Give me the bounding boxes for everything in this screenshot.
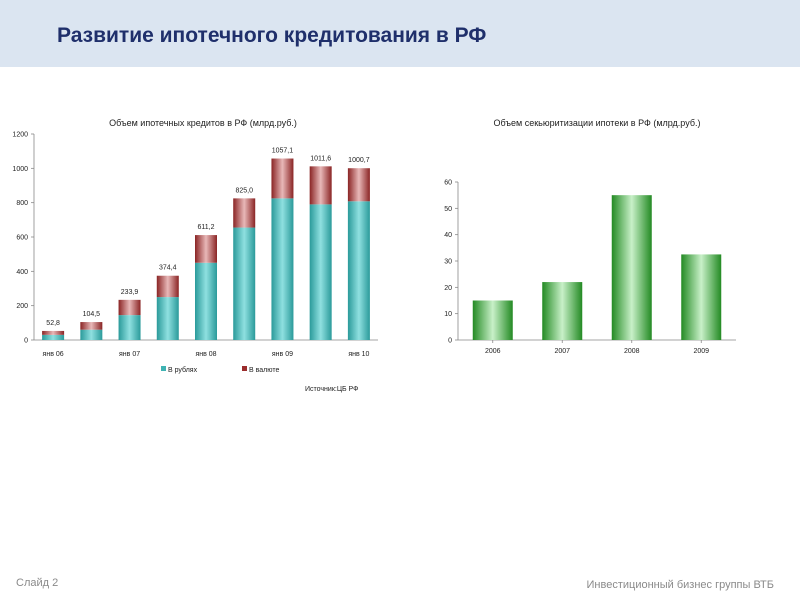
chart1-y-tick-label: 800 — [16, 200, 28, 207]
chart1-y-tick-label: 200 — [16, 303, 28, 310]
bar-fx — [156, 275, 179, 298]
bar-rub — [195, 262, 217, 340]
bar-total-label: 611,2 — [198, 224, 215, 231]
bar-total-label: 104,5 — [83, 311, 101, 318]
bar-rub — [80, 329, 103, 340]
bar-fx — [271, 158, 294, 199]
chart1-legend: В рублях В валюте — [161, 366, 279, 374]
chart1-source: Источник:ЦБ РФ — [305, 386, 358, 393]
mortgage-volume-chart: Объем ипотечных кредитов в РФ (млрд.руб.… — [12, 118, 378, 393]
chart1-y-tick-label: 400 — [16, 269, 28, 276]
chart2-x-tick-label: 2006 — [485, 348, 501, 355]
bar-rub — [156, 297, 179, 340]
bar-fx — [42, 330, 65, 335]
chart1-y-tick-label: 1200 — [12, 132, 28, 139]
bar-rub — [118, 315, 141, 340]
chart1-x-tick-label: янв 06 — [43, 351, 64, 358]
chart1-x-tick-label: янв 09 — [272, 351, 293, 358]
chart1-y-tick-label: 600 — [16, 235, 28, 242]
header-band — [0, 0, 800, 67]
legend-label-fx: В валюте — [249, 367, 279, 374]
bar-fx — [233, 198, 256, 228]
bar-securitization — [681, 254, 722, 340]
footer-company: Инвестиционный бизнес группы ВТБ — [586, 579, 774, 591]
bar-fx — [80, 322, 103, 330]
bar-fx — [195, 235, 217, 263]
bar-rub — [271, 198, 294, 340]
bar-rub — [42, 334, 65, 340]
bar-total-label: 1011,6 — [310, 155, 331, 162]
chart1-x-tick-label: янв 08 — [195, 351, 216, 358]
chart2-y-tick-label: 10 — [444, 311, 452, 318]
bar-total-label: 1057,1 — [272, 148, 294, 155]
chart2-x-tick-label: 2008 — [624, 348, 640, 355]
bar-securitization — [472, 300, 513, 340]
bar-securitization — [611, 195, 652, 340]
chart2-y-tick-label: 40 — [444, 232, 452, 239]
chart2-title: Объем секьюритизации ипотеки в РФ (млрд.… — [494, 118, 701, 128]
bar-total-label: 233,9 — [121, 289, 139, 296]
chart2-y-tick-label: 0 — [448, 338, 452, 345]
chart2-x-tick-label: 2007 — [554, 348, 570, 355]
bar-rub — [233, 227, 256, 340]
legend-swatch-fx — [242, 366, 247, 371]
bar-fx — [347, 168, 370, 202]
chart1-y-tick-label: 0 — [24, 338, 28, 345]
chart2-y-tick-label: 60 — [444, 180, 452, 187]
chart1-y-tick-label: 1000 — [12, 166, 28, 173]
slide-number: Слайд 2 — [16, 577, 59, 589]
chart1-title: Объем ипотечных кредитов в РФ (млрд.руб.… — [109, 118, 297, 128]
bar-rub — [347, 201, 370, 340]
chart1-x-tick-label: янв 07 — [119, 351, 140, 358]
bar-total-label: 1000,7 — [348, 157, 370, 164]
securitization-chart: Объем секьюритизации ипотеки в РФ (млрд.… — [444, 118, 736, 355]
bar-rub — [309, 204, 332, 340]
bar-fx — [118, 299, 141, 316]
chart2-y-tick-label: 20 — [444, 285, 452, 292]
legend-swatch-rub — [161, 366, 166, 371]
chart2-x-tick-label: 2009 — [693, 348, 709, 355]
legend-label-rub: В рублях — [168, 366, 198, 374]
bar-total-label: 52,8 — [46, 320, 60, 327]
chart1-x-tick-label: янв 10 — [348, 351, 369, 358]
bar-securitization — [542, 282, 583, 340]
page-title: Развитие ипотечного кредитования в РФ — [57, 24, 487, 47]
chart2-y-tick-label: 30 — [444, 259, 452, 266]
bar-total-label: 374,4 — [159, 265, 177, 272]
chart2-y-tick-label: 50 — [444, 206, 452, 213]
bar-fx — [309, 166, 332, 205]
bar-total-label: 825,0 — [235, 187, 253, 194]
